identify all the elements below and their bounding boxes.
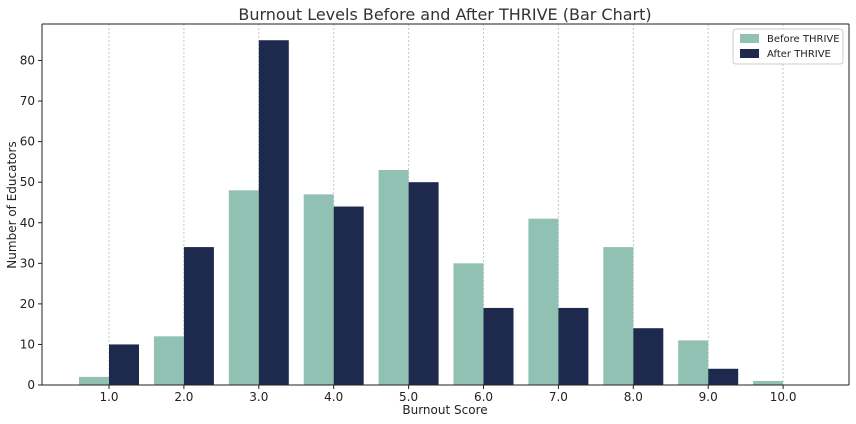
legend-label-after: After THRIVE — [767, 49, 831, 60]
legend-swatch-after — [740, 49, 759, 58]
y-tick-label: 10 — [20, 337, 35, 351]
x-axis-label: Burnout Score — [402, 403, 487, 417]
x-tick-label: 4.0 — [324, 390, 343, 404]
y-ticks: 0 10 20 30 40 50 60 70 80 — [20, 54, 42, 392]
y-tick-label: 30 — [20, 256, 35, 270]
bar-before-4.0 — [303, 194, 334, 385]
bar-after-6.0 — [483, 307, 514, 385]
y-tick-label: 80 — [20, 54, 35, 68]
legend-label-before: Before THRIVE — [767, 34, 840, 45]
bar-before-1.0 — [79, 376, 109, 385]
x-tick-label: 9.0 — [699, 390, 718, 404]
bar-before-6.0 — [453, 263, 484, 385]
y-tick-label: 0 — [27, 378, 35, 392]
y-tick-label: 40 — [20, 216, 35, 230]
bar-before-5.0 — [378, 170, 409, 385]
bar-before-10.0 — [753, 380, 784, 385]
bar-before-8.0 — [603, 247, 634, 385]
bar-after-4.0 — [333, 206, 364, 385]
x-tick-label: 5.0 — [399, 390, 418, 404]
bar-after-1.0 — [109, 344, 139, 385]
bar-after-9.0 — [708, 368, 739, 385]
x-ticks: 1.0 2.0 3.0 4.0 5.0 6.0 7.0 8.0 9.0 10.0 — [99, 385, 796, 404]
bar-before-2.0 — [153, 336, 184, 385]
x-tick-label: 2.0 — [174, 390, 193, 404]
legend-swatch-before — [740, 34, 759, 43]
bar-after-2.0 — [183, 247, 214, 385]
bars-group — [79, 40, 784, 385]
bar-after-7.0 — [558, 307, 589, 385]
bar-before-9.0 — [678, 340, 709, 385]
legend-box — [732, 28, 844, 65]
x-tick-label: 1.0 — [99, 390, 118, 404]
bar-after-3.0 — [258, 40, 289, 385]
bar-after-5.0 — [408, 182, 439, 385]
chart-title: Burnout Levels Before and After THRIVE (… — [238, 5, 651, 24]
axes — [41, 23, 850, 386]
legend: Before THRIVE After THRIVE — [732, 28, 844, 65]
y-tick-label: 70 — [20, 94, 35, 108]
y-tick-label: 60 — [20, 135, 35, 149]
x-tick-label: 7.0 — [549, 390, 568, 404]
y-tick-label: 20 — [20, 297, 35, 311]
x-tick-label: 3.0 — [249, 390, 268, 404]
bar-before-3.0 — [228, 190, 259, 385]
y-tick-label: 50 — [20, 175, 35, 189]
bar-after-8.0 — [633, 328, 664, 385]
x-tick-label: 8.0 — [624, 390, 643, 404]
y-axis-label: Number of Educators — [5, 141, 19, 268]
x-tick-label: 6.0 — [474, 390, 493, 404]
x-tick-label: 10.0 — [770, 390, 797, 404]
bar-before-7.0 — [528, 218, 559, 385]
